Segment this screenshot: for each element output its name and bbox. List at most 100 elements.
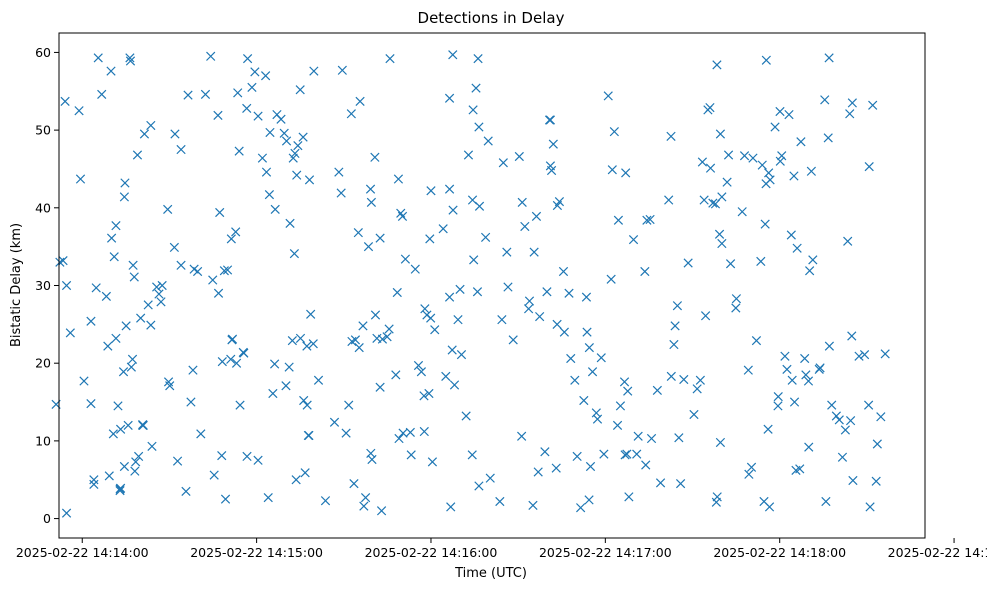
- data-point: [566, 353, 576, 364]
- data-point: [453, 315, 463, 325]
- y-tick-label: 40: [35, 200, 51, 215]
- data-point: [495, 496, 505, 507]
- data-point: [410, 264, 420, 274]
- data-point: [109, 252, 119, 262]
- data-point: [355, 96, 365, 106]
- data-point: [260, 71, 271, 81]
- data-point: [65, 328, 75, 338]
- data-point: [359, 501, 369, 511]
- data-point: [859, 350, 870, 360]
- data-point: [820, 95, 830, 105]
- data-point: [426, 186, 436, 196]
- data-point: [552, 319, 562, 329]
- data-point: [309, 66, 319, 76]
- data-point: [165, 381, 175, 391]
- data-point: [129, 272, 139, 282]
- data-point: [349, 478, 359, 489]
- data-point: [603, 91, 613, 101]
- data-point: [290, 148, 300, 159]
- data-point: [97, 89, 107, 100]
- data-point: [300, 468, 310, 478]
- data-point: [419, 426, 429, 437]
- data-point: [777, 151, 787, 161]
- data-point: [295, 85, 305, 95]
- data-point: [242, 103, 252, 113]
- data-point: [226, 234, 236, 244]
- data-point: [498, 158, 508, 168]
- data-point: [808, 255, 818, 265]
- data-point: [157, 280, 167, 291]
- data-point: [471, 83, 481, 93]
- data-point: [413, 360, 424, 371]
- data-point: [89, 479, 99, 490]
- y-tick-label: 20: [35, 356, 51, 371]
- data-point: [400, 254, 411, 264]
- data-point: [705, 163, 716, 173]
- data-point: [163, 204, 173, 214]
- data-point: [763, 424, 773, 434]
- data-point: [683, 258, 693, 268]
- data-point: [231, 358, 242, 368]
- data-point: [606, 274, 616, 284]
- data-point: [441, 371, 451, 382]
- data-point: [542, 287, 552, 297]
- data-point: [344, 400, 354, 410]
- data-point: [757, 160, 767, 170]
- data-point: [213, 110, 223, 120]
- data-point: [744, 469, 754, 479]
- data-point: [535, 311, 545, 322]
- data-point: [579, 395, 589, 406]
- data-point: [209, 470, 219, 480]
- data-point: [55, 257, 65, 267]
- data-point: [570, 375, 580, 385]
- data-point: [425, 234, 435, 244]
- data-point: [880, 349, 890, 359]
- data-point: [554, 196, 565, 207]
- data-point: [503, 282, 513, 292]
- data-point: [831, 411, 841, 421]
- data-point: [75, 174, 86, 184]
- x-tick-label: 2025-02-22 14:14:00: [16, 545, 149, 560]
- data-point: [424, 388, 434, 399]
- data-point: [438, 224, 448, 234]
- data-point: [773, 391, 783, 402]
- data-point: [480, 232, 491, 242]
- data-point: [242, 451, 252, 462]
- data-point: [446, 502, 456, 512]
- data-point: [468, 105, 478, 115]
- data-point: [91, 283, 101, 293]
- data-point: [863, 400, 874, 410]
- data-point: [156, 297, 166, 307]
- data-point: [622, 449, 632, 459]
- data-point: [645, 214, 655, 225]
- data-point: [531, 211, 542, 221]
- y-tick-label: 10: [35, 433, 51, 448]
- data-point: [712, 492, 722, 502]
- data-point: [845, 416, 856, 426]
- data-point: [624, 492, 634, 502]
- data-point: [363, 242, 374, 252]
- data-point: [800, 353, 810, 364]
- data-point: [284, 362, 294, 372]
- data-point: [840, 425, 850, 435]
- data-point: [725, 259, 736, 269]
- data-point: [731, 303, 741, 313]
- data-point: [795, 464, 805, 474]
- data-point: [263, 492, 273, 503]
- data-point: [285, 218, 295, 228]
- data-point: [217, 357, 227, 367]
- data-point: [126, 362, 136, 372]
- data-point: [146, 320, 156, 330]
- data-point: [834, 415, 844, 425]
- data-point: [334, 167, 344, 177]
- data-point: [58, 256, 68, 266]
- data-point: [106, 66, 116, 76]
- data-point: [444, 292, 455, 302]
- data-point: [276, 114, 286, 124]
- data-point: [242, 54, 253, 64]
- data-point: [545, 115, 556, 125]
- data-point: [804, 442, 814, 452]
- data-point: [692, 384, 702, 394]
- data-point: [279, 128, 289, 138]
- data-point: [120, 178, 130, 188]
